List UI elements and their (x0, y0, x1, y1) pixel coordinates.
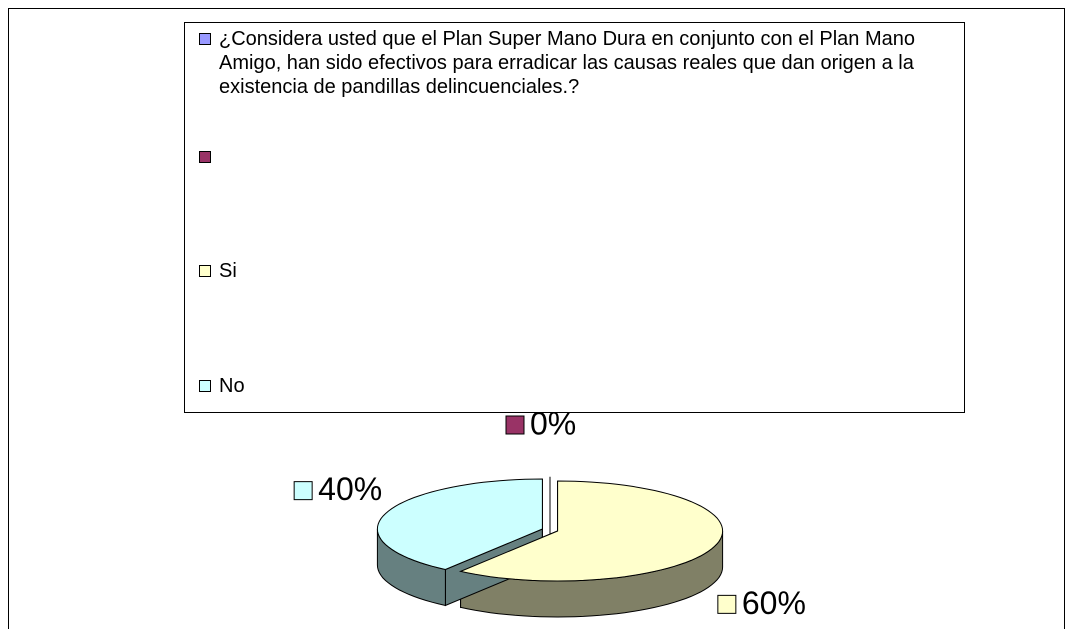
data-label-swatch (293, 481, 313, 501)
data-label-swatch (717, 594, 737, 614)
legend-label: Si (219, 260, 237, 282)
slice (376, 478, 543, 571)
legend-swatch (199, 151, 211, 163)
data-label-swatch (505, 415, 525, 435)
slice (458, 480, 724, 582)
legend-swatch (199, 380, 211, 392)
legend-swatch (199, 265, 211, 277)
data-label: 40% (318, 471, 382, 507)
legend-label: No (219, 375, 245, 397)
legend-swatch (199, 33, 211, 45)
chart-frame (8, 8, 1065, 629)
data-label: 60% (742, 585, 806, 621)
legend-label: ¿Considera usted que el Plan Super Mano … (219, 28, 915, 98)
legend: ¿Considera usted que el Plan Super Mano … (184, 22, 965, 413)
